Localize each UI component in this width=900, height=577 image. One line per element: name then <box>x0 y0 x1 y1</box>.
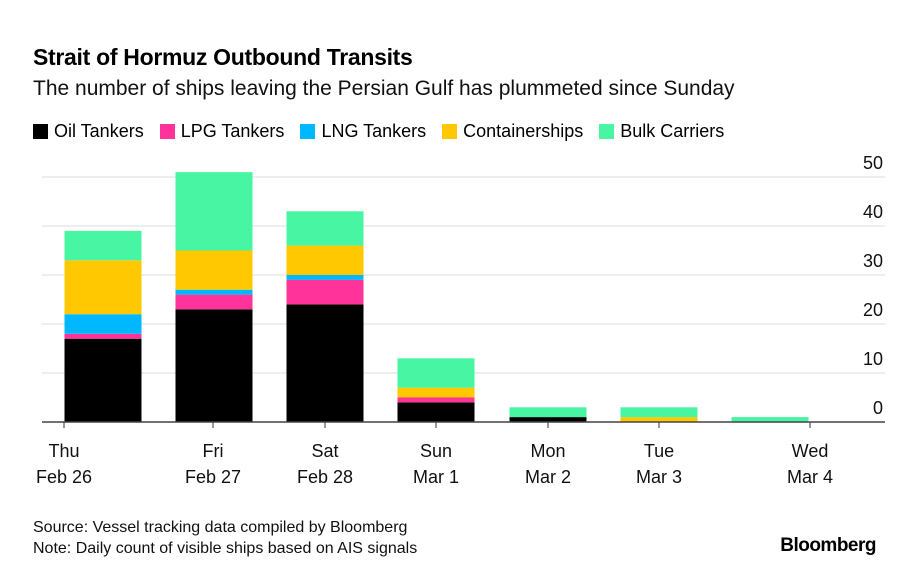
x-tick-label: Mar 3 <box>636 467 682 487</box>
footnote: Note: Daily count of visible ships based… <box>33 540 418 557</box>
x-tick-label: Feb 26 <box>36 467 92 487</box>
bar-segment-lng-tankers <box>64 314 142 334</box>
legend-label: Containerships <box>463 121 584 141</box>
bar-segment-containerships <box>397 387 475 398</box>
x-tick-label: Mar 1 <box>413 467 459 487</box>
legend-label: LPG Tankers <box>180 121 285 141</box>
legend-swatch <box>300 124 316 139</box>
y-tick-label: 10 <box>863 349 883 369</box>
bar-segment-oil-tankers <box>286 304 364 422</box>
bar-segment-oil-tankers <box>397 402 475 422</box>
bar-segment-lpg-tankers <box>175 294 253 310</box>
legend-swatch <box>159 124 175 139</box>
bar-segment-lpg-tankers <box>64 333 142 339</box>
bar-segment-bulk-carriers <box>64 230 142 261</box>
legend-swatch <box>599 124 615 139</box>
legend-label: LNG Tankers <box>321 121 427 141</box>
legend-label: Bulk Carriers <box>620 121 725 141</box>
bar-segment-containerships <box>286 245 364 275</box>
bar-segment-bulk-carriers <box>620 407 698 418</box>
bar-segment-bulk-carriers <box>397 358 475 388</box>
bar-segment-bulk-carriers <box>286 211 364 246</box>
x-tick-label: Mon <box>530 441 565 461</box>
bar-segment-lpg-tankers <box>397 397 475 403</box>
bar-segment-bulk-carriers <box>175 172 253 251</box>
y-tick-label: 50 <box>863 153 883 173</box>
legend-swatch <box>33 124 48 139</box>
bar-segment-containerships <box>175 250 253 290</box>
legend-item-container: Containerships <box>442 121 583 142</box>
x-tick-label: Feb 28 <box>297 467 353 487</box>
bar-segment-containerships <box>620 417 698 422</box>
x-tick-label: Wed <box>792 441 829 461</box>
legend-item-oil: Oil Tankers <box>33 121 144 142</box>
legend-item-bulk: Bulk Carriers <box>599 121 724 142</box>
chart-title: Strait of Hormuz Outbound Transits <box>33 44 413 70</box>
source-note: Source: Vessel tracking data compiled by… <box>33 519 408 536</box>
bar-segment-lng-tankers <box>175 289 253 295</box>
x-tick-label: Thu <box>48 441 79 461</box>
y-tick-label: 20 <box>863 300 883 320</box>
bar-segment-oil-tankers <box>64 338 142 422</box>
bar-segment-lng-tankers <box>286 275 364 280</box>
bar-segment-containerships <box>64 260 142 315</box>
legend-item-lpg: LPG Tankers <box>159 121 285 142</box>
legend-swatch <box>442 124 458 139</box>
x-tick-label: Sat <box>311 441 338 461</box>
bloomberg-logo: Bloomberg <box>780 535 876 556</box>
y-tick-label: 40 <box>863 202 883 222</box>
legend: Oil Tankers LPG Tankers LNG Tankers Cont… <box>33 121 724 142</box>
bar-segment-oil-tankers <box>509 417 587 422</box>
legend-item-lng: LNG Tankers <box>300 121 426 142</box>
legend-label: Oil Tankers <box>54 121 144 141</box>
x-tick-label: Mar 4 <box>787 467 833 487</box>
bar-segment-lpg-tankers <box>286 279 364 305</box>
y-tick-label: 30 <box>863 251 883 271</box>
bar-segment-bulk-carriers <box>509 407 587 418</box>
x-tick-label: Mar 2 <box>525 467 571 487</box>
y-tick-label: 0 <box>873 398 883 418</box>
x-tick-label: Tue <box>644 441 674 461</box>
bar-segment-bulk-carriers <box>731 417 809 422</box>
chart-subtitle: The number of ships leaving the Persian … <box>33 77 735 100</box>
bar-segment-oil-tankers <box>175 309 253 422</box>
x-tick-label: Feb 27 <box>185 467 241 487</box>
x-tick-label: Fri <box>203 441 224 461</box>
x-tick-label: Sun <box>420 441 452 461</box>
